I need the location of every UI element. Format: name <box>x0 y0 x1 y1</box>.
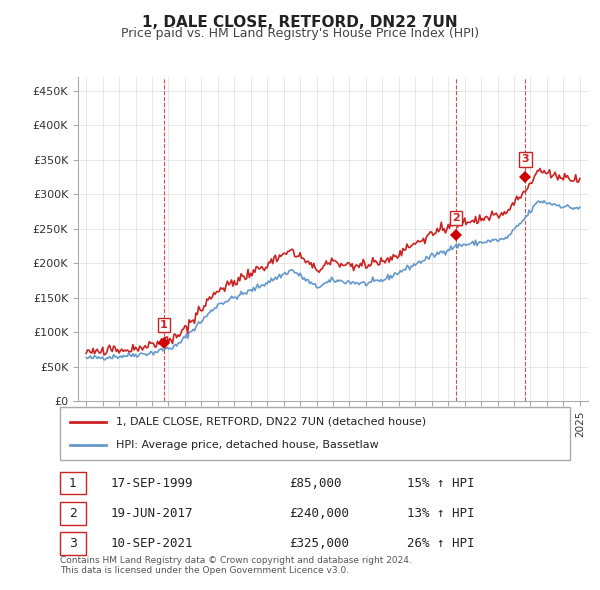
Text: 1, DALE CLOSE, RETFORD, DN22 7UN: 1, DALE CLOSE, RETFORD, DN22 7UN <box>142 15 458 30</box>
Text: 3: 3 <box>69 537 77 550</box>
Text: £85,000: £85,000 <box>290 477 342 490</box>
Text: 26% ↑ HPI: 26% ↑ HPI <box>407 537 475 550</box>
Text: HPI: Average price, detached house, Bassetlaw: HPI: Average price, detached house, Bass… <box>116 440 379 450</box>
Text: 15% ↑ HPI: 15% ↑ HPI <box>407 477 475 490</box>
Text: 2: 2 <box>452 213 460 223</box>
Text: 17-SEP-1999: 17-SEP-1999 <box>111 477 193 490</box>
Text: Price paid vs. HM Land Registry's House Price Index (HPI): Price paid vs. HM Land Registry's House … <box>121 27 479 40</box>
Text: 10-SEP-2021: 10-SEP-2021 <box>111 537 193 550</box>
Text: £240,000: £240,000 <box>290 507 349 520</box>
Text: 1: 1 <box>160 320 168 330</box>
Text: 19-JUN-2017: 19-JUN-2017 <box>111 507 193 520</box>
Text: Contains HM Land Registry data © Crown copyright and database right 2024.
This d: Contains HM Land Registry data © Crown c… <box>60 556 412 575</box>
FancyBboxPatch shape <box>60 407 570 460</box>
Text: 3: 3 <box>521 155 529 165</box>
Text: 1, DALE CLOSE, RETFORD, DN22 7UN (detached house): 1, DALE CLOSE, RETFORD, DN22 7UN (detach… <box>116 417 426 427</box>
Text: £325,000: £325,000 <box>290 537 349 550</box>
Text: 2: 2 <box>69 507 77 520</box>
Text: 13% ↑ HPI: 13% ↑ HPI <box>407 507 475 520</box>
FancyBboxPatch shape <box>60 472 86 494</box>
FancyBboxPatch shape <box>60 502 86 525</box>
Text: 1: 1 <box>69 477 77 490</box>
FancyBboxPatch shape <box>60 532 86 555</box>
